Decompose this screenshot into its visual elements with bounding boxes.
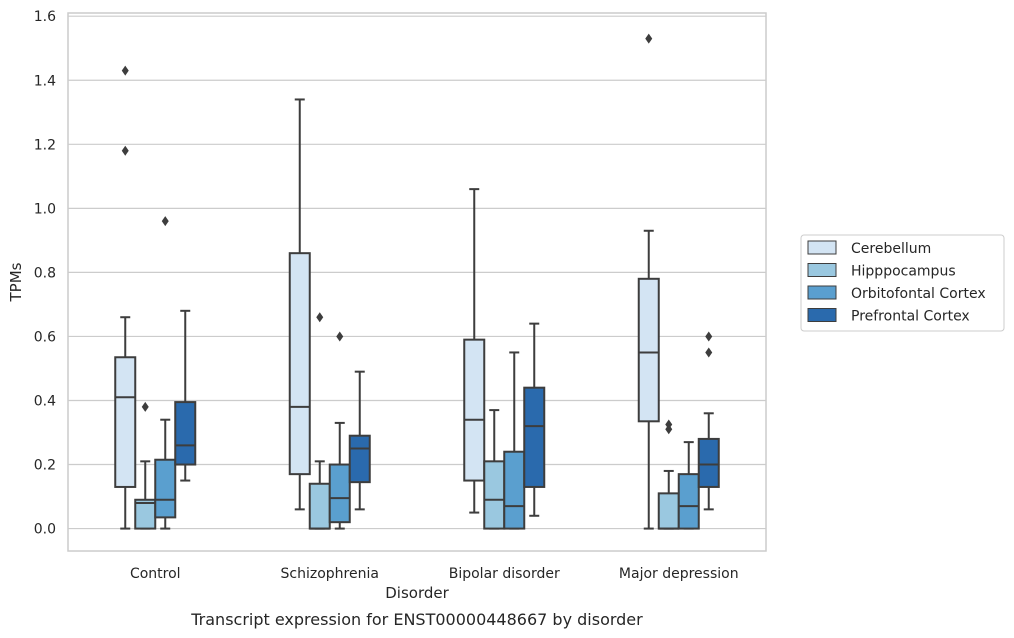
x-tick-label: Schizophrenia xyxy=(281,566,379,582)
box-iqr xyxy=(154,458,177,519)
x-axis-ticks: Control Schizophrenia Bipolar disorder Majo… xyxy=(130,566,739,582)
y-tick-label: 1.2 xyxy=(34,137,56,153)
outlier-point xyxy=(705,331,713,342)
outlier-point xyxy=(665,419,673,430)
outlier-point xyxy=(705,347,713,358)
y-axis-ticks: 0.0 0.2 0.4 0.6 0.8 1.0 1.2 1.4 1.6 xyxy=(34,9,56,537)
y-tick-label: 0.0 xyxy=(34,522,56,538)
legend: Cerebellum Hipppocampus Orbitofontal Corte… xyxy=(800,234,1005,332)
box-element xyxy=(134,401,157,530)
legend-swatch xyxy=(807,285,837,300)
box-element xyxy=(348,370,371,511)
box-iqr xyxy=(174,401,197,466)
series-hipppocampus xyxy=(134,312,680,530)
box-iqr xyxy=(677,473,700,530)
outlier-point xyxy=(121,145,129,156)
box-element xyxy=(503,351,526,530)
box-iqr xyxy=(114,356,137,488)
legend-swatch xyxy=(807,240,837,255)
box-element xyxy=(637,33,660,530)
outlier-point xyxy=(161,216,169,227)
box-element xyxy=(114,65,137,530)
box-element xyxy=(483,409,506,530)
series-prefrontal-cortex xyxy=(174,309,720,517)
outlier-point xyxy=(121,65,129,76)
box-iqr xyxy=(134,498,157,530)
box-iqr xyxy=(328,463,351,524)
box-series xyxy=(114,33,720,530)
box-element xyxy=(328,331,351,530)
legend-label: Hipppocampus xyxy=(851,264,956,280)
box-iqr xyxy=(523,386,546,488)
legend-label: Orbitofontal Cortex xyxy=(851,286,986,302)
x-tick-label: Bipolar disorder xyxy=(449,566,560,582)
y-axis-label: TPMs xyxy=(7,262,25,302)
y-tick-label: 0.6 xyxy=(34,329,56,345)
box-iqr xyxy=(463,338,486,482)
box-element xyxy=(154,216,177,530)
y-tick-label: 0.2 xyxy=(34,458,56,474)
box-iqr xyxy=(483,460,506,530)
y-tick-label: 1.0 xyxy=(34,201,56,217)
outlier-point xyxy=(316,312,324,323)
box-element xyxy=(697,331,720,511)
outlier-point xyxy=(645,33,653,44)
box-iqr xyxy=(308,482,331,530)
box-iqr xyxy=(348,434,371,484)
legend-swatch xyxy=(807,263,837,277)
box-element xyxy=(288,98,311,511)
box-element xyxy=(677,441,700,530)
box-element xyxy=(523,322,546,517)
plot-frame xyxy=(67,12,767,552)
box-element xyxy=(174,309,197,482)
series-cerebellum xyxy=(114,33,660,530)
box-element xyxy=(308,312,331,530)
box-element xyxy=(463,188,486,514)
x-axis-label: Disorder xyxy=(385,584,449,602)
y-tick-label: 1.4 xyxy=(34,73,56,89)
box-iqr xyxy=(697,437,720,488)
y-tick-label: 0.8 xyxy=(34,265,56,281)
y-tick-label: 0.4 xyxy=(34,393,56,409)
box-iqr xyxy=(637,277,660,423)
legend-label: Prefrontal Cortex xyxy=(851,309,970,325)
box-iqr xyxy=(503,450,526,530)
legend-label: Cerebellum xyxy=(851,241,931,257)
series-orbitofontal-cortex xyxy=(154,216,700,530)
x-tick-label: Control xyxy=(130,566,181,582)
legend-frame xyxy=(800,234,1005,332)
chart-caption: Transcript expression for ENST0000044866… xyxy=(190,610,643,629)
box-element xyxy=(657,419,680,530)
outlier-point xyxy=(336,331,344,342)
legend-swatch xyxy=(807,308,837,322)
box-iqr xyxy=(657,492,680,530)
grid-lines xyxy=(68,15,766,530)
x-tick-label: Major depression xyxy=(619,566,739,582)
box-iqr xyxy=(288,252,311,476)
outlier-point xyxy=(141,401,149,412)
y-tick-label: 1.6 xyxy=(34,9,56,25)
